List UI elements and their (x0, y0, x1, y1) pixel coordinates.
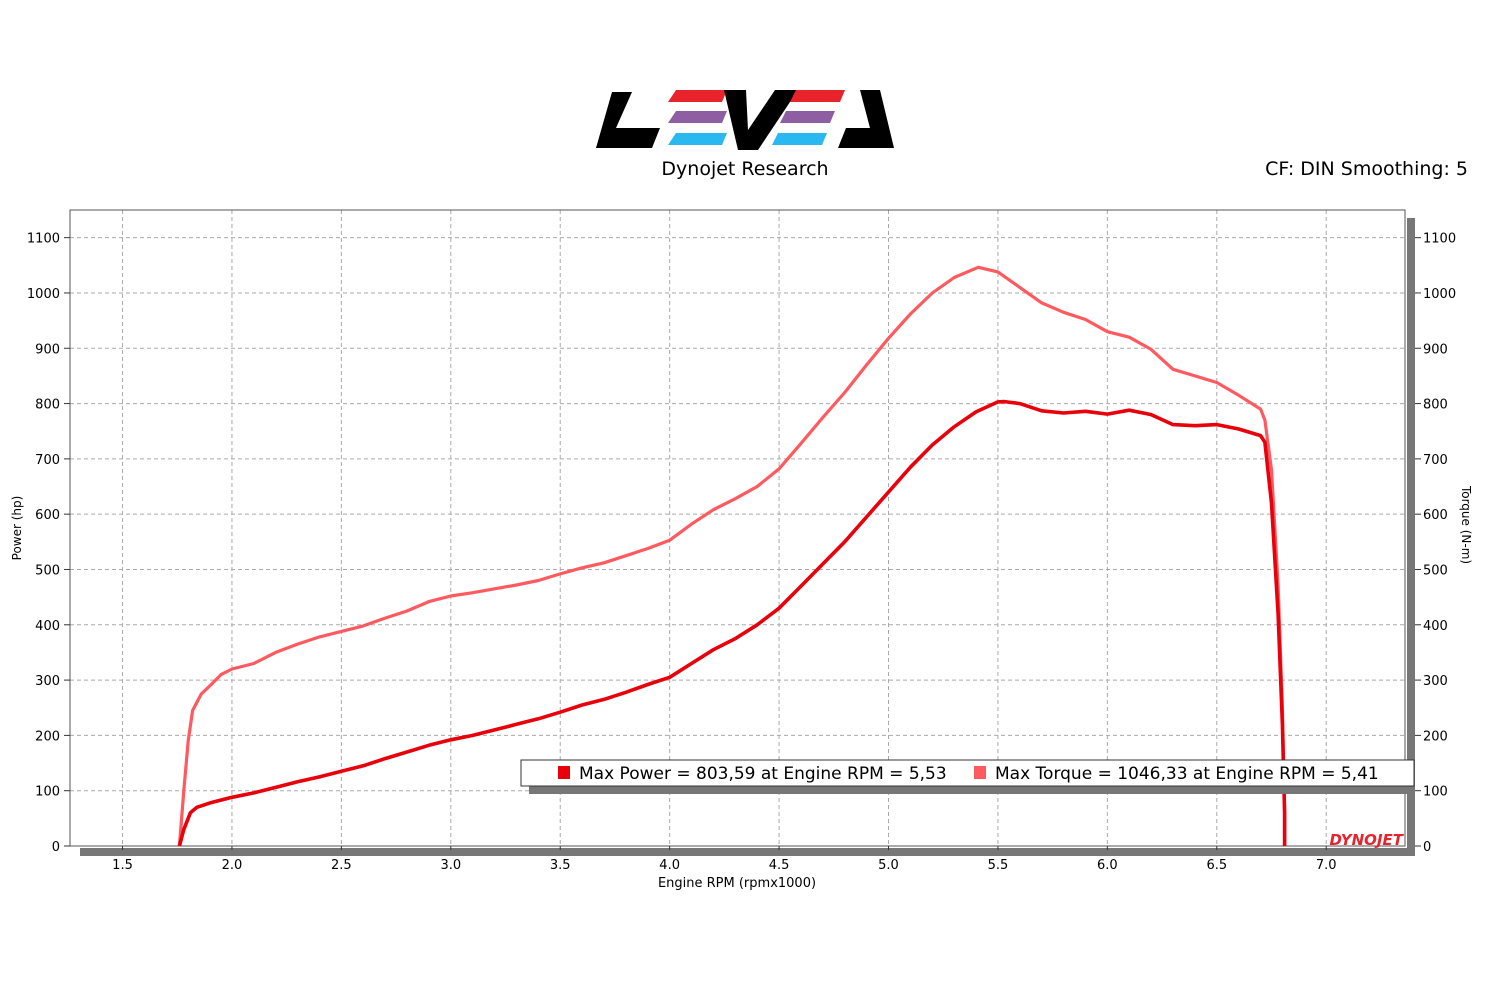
y-right-tick-label: 500 (1423, 563, 1448, 578)
logo-bar-blue-2 (772, 133, 827, 145)
level-logo (596, 90, 894, 150)
legend-swatch-power (558, 766, 570, 779)
correction-settings: CF: DIN Smoothing: 5 (1265, 158, 1468, 180)
x-tick-label: 2.0 (222, 858, 243, 873)
x-tick-label: 3.5 (550, 858, 571, 873)
y-left-tick-label: 900 (35, 342, 60, 357)
chart-legend: Max Power = 803,59 at Engine RPM = 5,53 … (520, 759, 1415, 794)
y-left-tick-label: 0 (52, 840, 60, 855)
logo-letter-v (724, 90, 798, 150)
y-axis-right-ticks: 0 100 200 300 400 500 600 700 800 900 1000 1100 (1415, 232, 1456, 855)
y-right-tick-label: 800 (1423, 398, 1448, 413)
y-right-tick-label: 600 (1423, 508, 1448, 523)
y-left-tick-label: 1000 (27, 287, 60, 302)
x-tick-label: 4.5 (769, 858, 790, 873)
y-right-tick-label: 300 (1423, 674, 1448, 689)
y-right-tick-label: 200 (1423, 729, 1448, 744)
y-right-tick-label: 900 (1423, 342, 1448, 357)
logo-letter-l (596, 92, 660, 148)
x-tick-label: 6.0 (1097, 858, 1118, 873)
legend-swatch-torque (974, 766, 986, 779)
right-axis-shadow (1407, 218, 1415, 848)
x-axis-title: Engine RPM (rpmx1000) (658, 876, 816, 891)
y-right-tick-label: 1100 (1423, 232, 1456, 247)
y-axis-right-title: Torque (N-m) (1459, 485, 1473, 564)
x-tick-label: 4.0 (659, 858, 680, 873)
legend-label-torque: Max Torque = 1046,33 at Engine RPM = 5,4… (995, 764, 1379, 784)
y-left-tick-label: 800 (35, 398, 60, 413)
x-tick-label: 2.5 (331, 858, 352, 873)
y-right-tick-label: 1000 (1423, 287, 1456, 302)
y-left-tick-label: 1100 (27, 232, 60, 247)
y-left-tick-label: 600 (35, 508, 60, 523)
y-axis-left-title: Power (hp) (10, 496, 24, 561)
logo-letter-l-mirror (838, 90, 894, 148)
logo-bar-red-1 (668, 90, 727, 102)
torque-series-line (177, 265, 1287, 847)
bottom-axis-shadow (80, 848, 1415, 856)
x-tick-label: 3.0 (440, 858, 461, 873)
y-axis-left-ticks: 0 100 200 300 400 500 600 700 800 900 1000 1100 (27, 232, 70, 855)
x-tick-label: 1.5 (112, 858, 133, 873)
y-left-tick-label: 300 (35, 674, 60, 689)
x-axis-ticks: 1.5 2.0 2.5 3.0 3.5 4.0 4.5 5.0 5.5 6.0 6.5 7.0 (112, 846, 1337, 873)
y-left-tick-label: 500 (35, 563, 60, 578)
x-tick-label: 6.5 (1206, 858, 1227, 873)
logo-bar-purple-1 (668, 111, 727, 123)
y-right-tick-label: 100 (1423, 785, 1448, 800)
y-right-tick-label: 0 (1423, 840, 1431, 855)
y-left-tick-label: 200 (35, 729, 60, 744)
dynojet-watermark: DYNOJET (1329, 831, 1404, 849)
plot-frame (69, 209, 1406, 847)
y-left-tick-label: 700 (35, 453, 60, 468)
company-name: Dynojet Research (661, 158, 829, 180)
y-right-tick-label: 700 (1423, 453, 1448, 468)
x-tick-label: 5.0 (878, 858, 899, 873)
legend-box (520, 759, 1415, 787)
grid-lines (70, 210, 1405, 846)
x-tick-label: 7.0 (1316, 858, 1337, 873)
logo-bar-purple-2 (780, 111, 835, 123)
x-tick-label: 5.5 (988, 858, 1009, 873)
y-right-tick-label: 400 (1423, 619, 1448, 634)
power-series-line (177, 399, 1287, 847)
y-left-tick-label: 400 (35, 619, 60, 634)
logo-bar-blue-1 (668, 133, 727, 145)
y-left-tick-label: 100 (35, 785, 60, 800)
logo-bar-red-2 (790, 90, 845, 102)
legend-label-power: Max Power = 803,59 at Engine RPM = 5,53 (579, 764, 947, 784)
